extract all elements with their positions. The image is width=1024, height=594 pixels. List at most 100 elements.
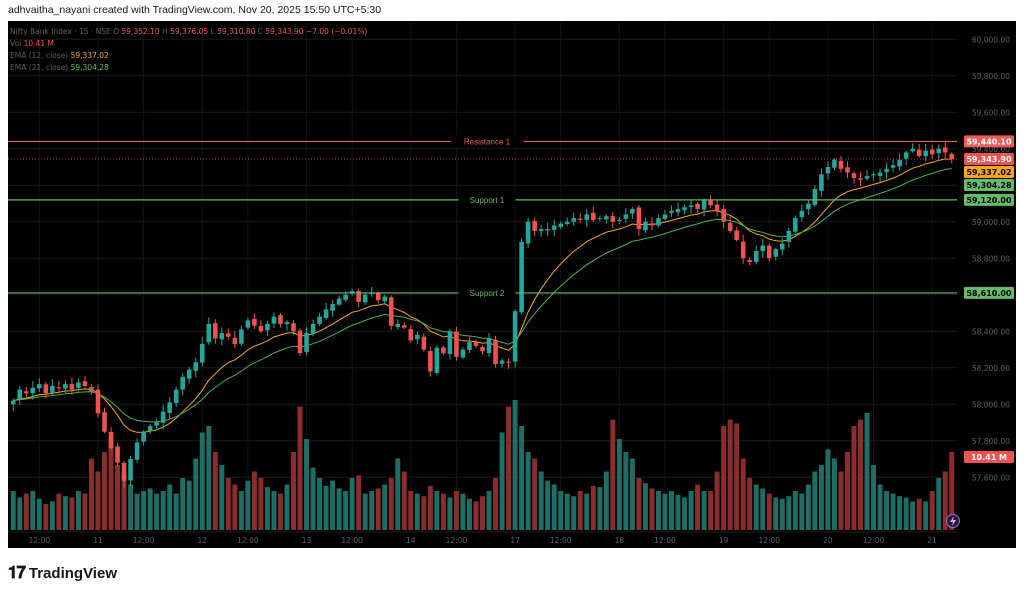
- candle-body: [291, 323, 296, 332]
- time-tick-label: 14: [406, 536, 416, 545]
- candle-body: [604, 216, 609, 220]
- price-tick-label: 57,600.00: [972, 473, 1010, 482]
- price-tick-label: 58,000.00: [972, 400, 1010, 409]
- volume-bar: [401, 471, 407, 530]
- level-tag: 58,610.00: [966, 289, 1011, 298]
- candle-body: [753, 250, 759, 262]
- candle-body: [167, 402, 172, 413]
- volume-bar: [851, 426, 857, 530]
- level-tag-bg: [964, 193, 1014, 206]
- candle-body: [727, 222, 733, 231]
- candle-body: [232, 337, 238, 345]
- candle-body: [271, 316, 277, 324]
- volume-bar: [773, 497, 779, 530]
- volume-bar: [323, 485, 329, 530]
- candle-body: [714, 204, 720, 211]
- volume-bar: [349, 478, 355, 530]
- legend-ema1-label: EMA (12, close): [10, 51, 69, 60]
- volume-bar: [317, 478, 323, 530]
- time-tick-label: 21: [927, 536, 937, 545]
- volume-bar: [17, 497, 23, 530]
- legend-ema2-value: 59,304.28: [70, 63, 109, 72]
- volume-bar: [88, 458, 94, 530]
- candle-body: [10, 400, 16, 405]
- volume-bar: [128, 484, 134, 530]
- candle-body: [662, 214, 668, 219]
- candle-body: [740, 241, 746, 259]
- volume-bar: [102, 452, 107, 530]
- time-tick-label: 12:00: [758, 536, 780, 545]
- candle-body: [17, 389, 23, 400]
- volume-bar: [264, 487, 270, 530]
- candle-body: [460, 349, 466, 358]
- candle-body: [356, 290, 361, 303]
- volume-bar: [199, 432, 205, 530]
- time-tick-label: 12:00: [446, 536, 468, 545]
- candle-body: [766, 245, 772, 259]
- price-tick-label: 57,800.00: [972, 437, 1010, 446]
- volume-bar: [362, 493, 368, 530]
- volume-bar: [864, 413, 870, 530]
- volume-bar: [910, 501, 916, 530]
- price-tick-label: 59,000.00: [972, 218, 1010, 227]
- candle-body: [512, 311, 518, 362]
- volume-bar: [714, 471, 720, 530]
- volume-bar: [871, 465, 877, 530]
- tv-logo-icon: 𝟏𝟕: [8, 563, 26, 583]
- volume-bar: [232, 484, 238, 530]
- candle-body: [806, 203, 811, 210]
- chart-legend: Nifty Bank Index · 15 · NSE O 59,352.10 …: [10, 26, 367, 74]
- price-tick-label: 59,600.00: [972, 108, 1010, 117]
- volume-bar: [121, 471, 127, 530]
- candle-body: [871, 174, 876, 176]
- volume-bar: [688, 491, 694, 530]
- volume-bar: [825, 449, 831, 530]
- candle-body: [675, 208, 681, 213]
- candle-body: [441, 347, 446, 354]
- price-tag-ema_fast-bg: [964, 165, 1014, 178]
- candle-body: [597, 218, 603, 220]
- lightning-icon-glyph: [950, 516, 956, 526]
- candle-body: [838, 160, 844, 169]
- candle-body: [636, 207, 642, 230]
- volume-bar: [206, 426, 212, 530]
- price-tag-ema_slow: 59,304.28: [966, 181, 1011, 190]
- volume-bars: [10, 400, 955, 530]
- candle-body: [382, 296, 388, 302]
- tradingview-logo[interactable]: 𝟏𝟕 TradingView: [8, 563, 117, 583]
- volume-bar: [225, 478, 231, 530]
- time-tick-label: 20: [823, 536, 833, 545]
- volume-bar: [877, 484, 883, 530]
- volume-bar: [395, 458, 401, 530]
- volume-bar: [460, 493, 466, 530]
- candle-body: [323, 309, 329, 318]
- volume-bar: [388, 478, 394, 530]
- candle-body: [819, 174, 824, 191]
- candle-body: [102, 412, 107, 432]
- volume-bar: [75, 491, 81, 530]
- volume-bar: [721, 426, 727, 530]
- volume-bar: [682, 497, 688, 530]
- volume-bar: [493, 478, 499, 530]
- volume-bar: [427, 485, 433, 530]
- candle-body: [265, 323, 270, 331]
- time-tick-label: 11: [93, 536, 103, 545]
- volume-bar: [675, 494, 681, 530]
- volume-bar: [805, 484, 811, 530]
- volume-bar: [649, 488, 655, 530]
- candle-body: [577, 218, 583, 220]
- candle-body: [910, 148, 915, 152]
- level-tag-bg: [964, 135, 1014, 148]
- candle-body: [304, 333, 309, 353]
- candle-body: [538, 229, 544, 232]
- candle-body: [845, 167, 850, 173]
- candle-body: [134, 442, 140, 460]
- volume-bar: [525, 452, 531, 530]
- candle-body: [336, 298, 342, 305]
- candle-body: [890, 165, 896, 168]
- candle-body: [877, 172, 883, 177]
- legend-ema1-value: 59,337.02: [70, 51, 109, 60]
- candle-body: [186, 369, 192, 379]
- candle-body: [213, 323, 218, 339]
